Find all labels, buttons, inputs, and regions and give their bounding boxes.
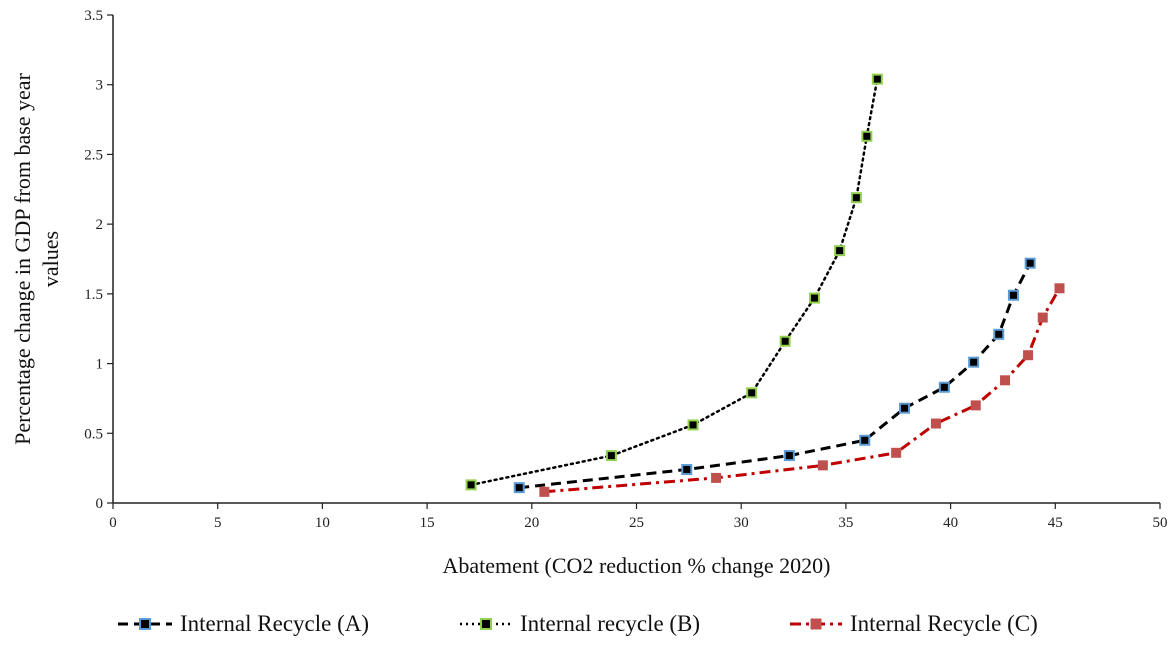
- data-point: [808, 292, 820, 304]
- y-tick-label: 2: [96, 217, 104, 233]
- legend-marker-swatch: [480, 618, 492, 630]
- x-tick-label: 25: [629, 515, 644, 531]
- data-point: [1054, 283, 1065, 294]
- y-tick-label: 3.5: [84, 8, 103, 24]
- y-tick-label: 0.5: [84, 426, 103, 442]
- axes-layer: 0 0.5 1 1.5 2 2.5 3 3.5 0 5 10 15 20 25 30 35 40 45 50 Abat…: [10, 8, 1168, 578]
- data-point: [891, 447, 902, 458]
- data-point: [779, 335, 791, 347]
- x-tick-label: 5: [214, 515, 222, 531]
- data-point: [1000, 375, 1011, 386]
- data-point: [970, 400, 981, 411]
- y-tick-label: 1: [96, 357, 104, 373]
- y-tick-label: 2.5: [84, 147, 103, 163]
- x-tick-label: 50: [1153, 515, 1168, 531]
- data-point: [1007, 289, 1019, 301]
- data-point: [938, 381, 950, 393]
- series-2: [465, 73, 883, 491]
- data-point: [1024, 257, 1036, 269]
- series-line: [469, 77, 879, 487]
- x-tick-label: 10: [315, 515, 330, 531]
- x-tick-label: 20: [524, 515, 539, 531]
- legend-entry-3: Internal Recycle (C): [790, 611, 1038, 636]
- data-point: [1023, 350, 1034, 361]
- series-1: [513, 257, 1036, 494]
- data-point: [539, 486, 550, 497]
- x-tick-label: 0: [109, 515, 117, 531]
- x-tick-label: 15: [420, 515, 435, 531]
- y-tick-label: 1.5: [84, 287, 103, 303]
- data-point: [968, 356, 980, 368]
- legend-marker-swatch: [139, 618, 151, 630]
- data-point: [834, 245, 846, 257]
- series-line: [544, 287, 1061, 494]
- data-point: [746, 387, 758, 399]
- y-axis-title-line-1: Percentage change in GDP from base year: [10, 72, 35, 444]
- data-point: [513, 482, 525, 494]
- legend-label: Internal Recycle (A): [180, 611, 369, 636]
- data-point: [899, 402, 911, 414]
- series-line: [519, 262, 1032, 490]
- x-tick-label: 40: [943, 515, 958, 531]
- data-point: [859, 434, 871, 446]
- legend-label: Internal recycle (B): [520, 611, 700, 636]
- series-layer: [465, 73, 1065, 497]
- y-tick-label: 3: [96, 78, 104, 94]
- x-tick-label: 45: [1048, 515, 1063, 531]
- legend-label: Internal Recycle (C): [850, 611, 1038, 636]
- y-tick-label: 0: [96, 496, 104, 512]
- data-point: [871, 73, 883, 85]
- series-3: [539, 283, 1065, 497]
- data-point: [605, 450, 617, 462]
- legend-marker-swatch: [810, 618, 822, 630]
- data-point: [711, 472, 722, 483]
- y-axis-title: Percentage change in GDP from base year v…: [10, 72, 63, 444]
- legend: Internal Recycle (A) Internal recycle (B)…: [118, 611, 1038, 636]
- data-point: [465, 479, 477, 491]
- data-point: [1037, 312, 1048, 323]
- y-axis-title-line-2: values: [38, 231, 63, 287]
- x-tick-label: 30: [734, 515, 749, 531]
- data-point: [783, 450, 795, 462]
- x-tick-label: 35: [838, 515, 853, 531]
- x-axis-title: Abatement (CO2 reduction % change 2020): [443, 553, 831, 578]
- data-point: [861, 130, 873, 142]
- data-point: [817, 460, 828, 471]
- data-point: [681, 464, 693, 476]
- data-point: [930, 418, 941, 429]
- data-point: [993, 328, 1005, 340]
- data-point: [850, 192, 862, 204]
- legend-entry-1: Internal Recycle (A): [118, 611, 369, 636]
- data-point: [687, 419, 699, 431]
- legend-entry-2: Internal recycle (B): [460, 611, 700, 636]
